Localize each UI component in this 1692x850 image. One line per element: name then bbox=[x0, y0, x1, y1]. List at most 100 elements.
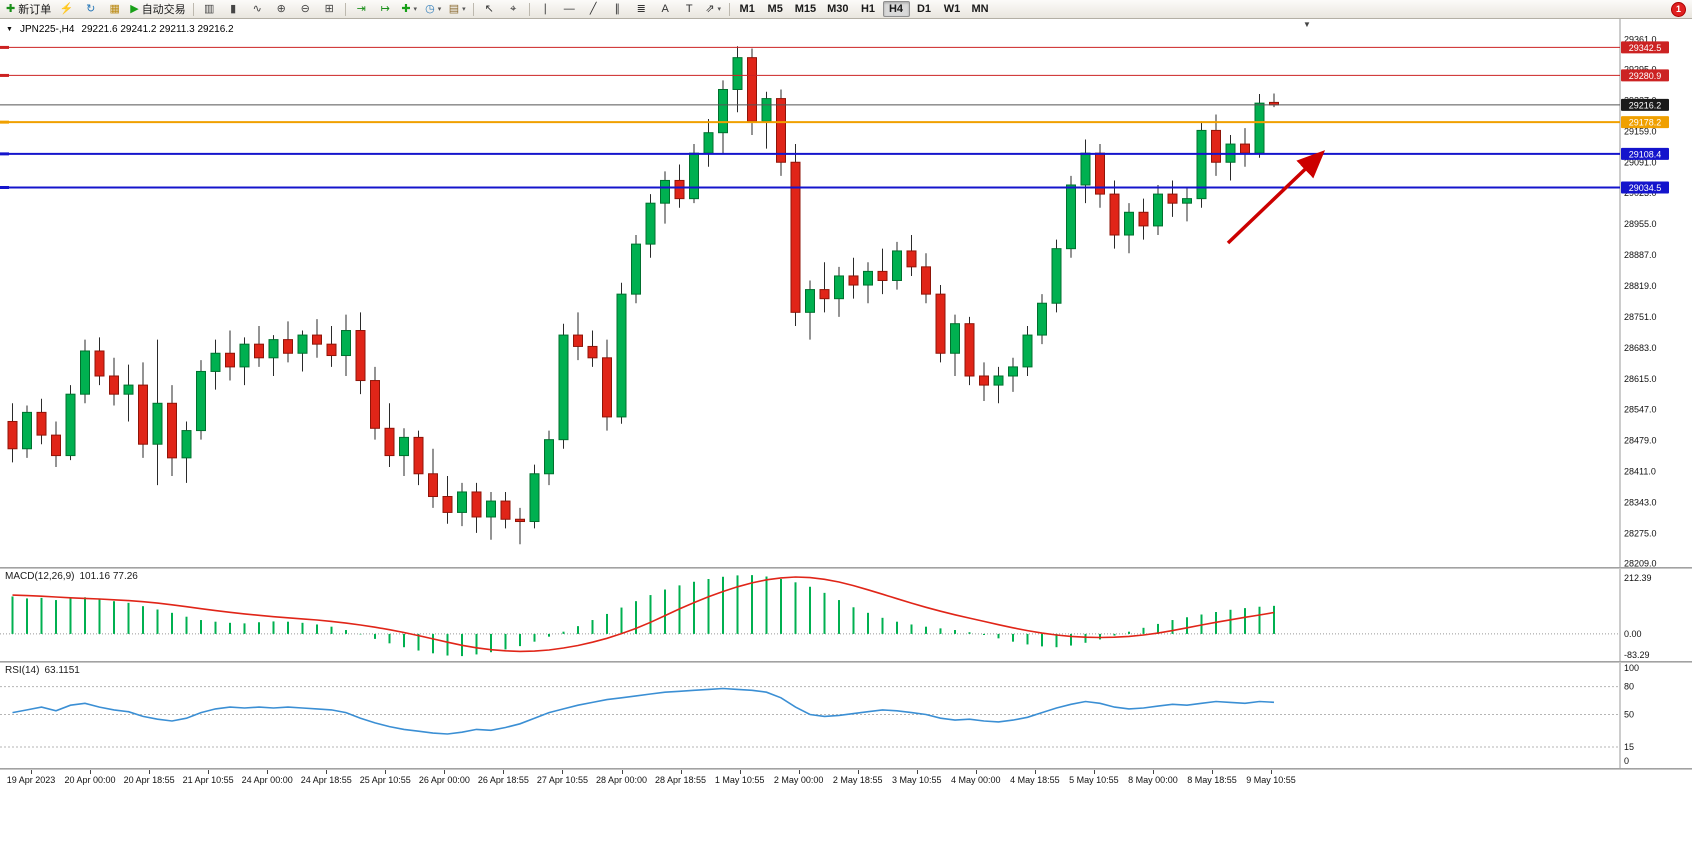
fibonacci-icon[interactable]: ≣ bbox=[630, 1, 653, 17]
time-tick bbox=[739, 770, 741, 774]
arrows-icon-caret: ▾ bbox=[717, 6, 722, 13]
time-tick bbox=[385, 770, 387, 774]
time-tick bbox=[1152, 770, 1154, 774]
crosshair-icon: ⌖ bbox=[510, 2, 517, 15]
timeframe-m15-button[interactable]: M15 bbox=[790, 1, 821, 17]
timeframe-d1-button[interactable]: D1 bbox=[911, 1, 938, 17]
time-axis[interactable]: 19 Apr 2023 20 Apr 00:00 20 Apr 18:55 21 Ap… bbox=[0, 770, 1692, 788]
templates-icon[interactable]: ▤ ▾ bbox=[446, 1, 469, 17]
time-label: 20 Apr 00:00 bbox=[64, 775, 116, 785]
line-chart-icon[interactable]: ∿ bbox=[246, 1, 269, 17]
timeframe-h4-button[interactable]: H4 bbox=[882, 1, 910, 17]
chart-menu-icon[interactable]: ▼ bbox=[6, 26, 13, 33]
time-label: 26 Apr 18:55 bbox=[477, 775, 529, 785]
timeframe-m5-button[interactable]: M5 bbox=[762, 1, 789, 17]
chart-shift-icon: ↦ bbox=[380, 2, 390, 15]
quick-trade-icon: ⚡ bbox=[59, 2, 74, 15]
price-badges: 29342.5 29280.9 29216.2 29178.2 29108.4 29034… bbox=[1621, 41, 1669, 194]
new-order-button[interactable]: ✚ 新订单 bbox=[3, 1, 54, 17]
candlestick-chart-icon: ▮ bbox=[230, 2, 237, 15]
tile-windows-icon[interactable]: ⊞ bbox=[318, 1, 341, 17]
svg-text:29178.2: 29178.2 bbox=[1629, 118, 1662, 128]
svg-text:29216.2: 29216.2 bbox=[1629, 100, 1662, 110]
channel-icon[interactable]: ∥ bbox=[606, 1, 629, 17]
vertical-line-icon[interactable]: ∣ bbox=[534, 1, 557, 17]
time-tick bbox=[1034, 770, 1036, 774]
time-label: 26 Apr 00:00 bbox=[418, 775, 470, 785]
time-label: 5 May 10:55 bbox=[1069, 775, 1119, 785]
timeframe-h1-button[interactable]: H1 bbox=[855, 1, 882, 17]
main-chart-panel[interactable]: 29361.029295.029227.029159.029091.029023… bbox=[0, 19, 1692, 567]
text-icon[interactable]: A bbox=[654, 1, 677, 17]
macd-axis[interactable]: 212.39 0.00 -83.29 bbox=[1624, 573, 1652, 660]
refresh-icon: ↻ bbox=[86, 2, 96, 15]
svg-text:-83.29: -83.29 bbox=[1624, 650, 1650, 660]
timeframe-m5-button-label: M5 bbox=[767, 3, 783, 15]
auto-scroll-icon[interactable]: ⇥ bbox=[350, 1, 373, 17]
panel-divider-macd-rsi[interactable] bbox=[0, 661, 1692, 663]
svg-text:29108.4: 29108.4 bbox=[1629, 149, 1662, 159]
timeframe-m1-button[interactable]: M1 bbox=[734, 1, 761, 17]
cursor-icon[interactable]: ↖ bbox=[478, 1, 501, 17]
toolbar-separator bbox=[472, 2, 474, 16]
periods-icon-caret: ▾ bbox=[437, 6, 442, 13]
timeframe-w1-button[interactable]: W1 bbox=[939, 1, 966, 17]
channel-icon: ∥ bbox=[614, 2, 620, 15]
time-tick bbox=[680, 770, 682, 774]
svg-text:29342.5: 29342.5 bbox=[1629, 43, 1662, 53]
new-chart-icon: ▦ bbox=[109, 2, 120, 15]
svg-text:28547.0: 28547.0 bbox=[1624, 405, 1657, 415]
new-chart-icon[interactable]: ▦ bbox=[103, 1, 126, 17]
text-label-icon[interactable]: T bbox=[678, 1, 701, 17]
quick-trade-icon[interactable]: ⚡ bbox=[55, 1, 78, 17]
auto-trading-button[interactable]: ▶ 自动交易 bbox=[127, 1, 188, 17]
trend-arrow-annotation[interactable] bbox=[1226, 150, 1326, 245]
svg-text:28955.0: 28955.0 bbox=[1624, 219, 1657, 229]
timeframe-mn-button[interactable]: MN bbox=[967, 1, 994, 17]
trendline-icon[interactable]: ╱ bbox=[582, 1, 605, 17]
svg-text:29034.5: 29034.5 bbox=[1629, 183, 1662, 193]
zoom-in-icon[interactable]: ⊕ bbox=[270, 1, 293, 17]
zoom-out-icon[interactable]: ⊖ bbox=[294, 1, 317, 17]
bottom-area bbox=[0, 788, 1692, 850]
price-axis[interactable]: 29361.029295.029227.029159.029091.029023… bbox=[1624, 35, 1657, 567]
chart-shift-icon[interactable]: ↦ bbox=[374, 1, 397, 17]
svg-text:28275.0: 28275.0 bbox=[1624, 528, 1657, 538]
time-tick bbox=[503, 770, 505, 774]
arrows-icon[interactable]: ⇗ ▾ bbox=[702, 1, 725, 17]
time-label: 28 Apr 00:00 bbox=[595, 775, 648, 785]
level-lines[interactable] bbox=[0, 45, 1620, 189]
rsi-axis[interactable]: 100 80 50 15 0 bbox=[1624, 663, 1639, 766]
macd-panel[interactable]: 212.39 0.00 -83.29 MACD(12,26,9) 101.16 77.… bbox=[0, 569, 1692, 661]
svg-text:0.00: 0.00 bbox=[1624, 629, 1642, 639]
svg-text:28615.0: 28615.0 bbox=[1624, 374, 1657, 384]
time-tick bbox=[798, 770, 800, 774]
zoom-out-icon: ⊖ bbox=[300, 2, 310, 15]
svg-text:29280.9: 29280.9 bbox=[1629, 71, 1662, 81]
refresh-icon[interactable]: ↻ bbox=[79, 1, 102, 17]
svg-text:28343.0: 28343.0 bbox=[1624, 497, 1657, 507]
crosshair-icon[interactable]: ⌖ bbox=[502, 1, 525, 17]
line-chart-icon: ∿ bbox=[252, 2, 262, 15]
indicators-icon[interactable]: ✚ ▾ bbox=[398, 1, 421, 17]
time-tick bbox=[208, 770, 210, 774]
chart-shift-marker-icon[interactable]: ▼ bbox=[1303, 20, 1311, 29]
time-tick bbox=[916, 770, 918, 774]
timeframe-m30-button-label: M30 bbox=[827, 3, 849, 15]
bars-chart-icon[interactable]: ▥ bbox=[198, 1, 221, 17]
text-icon: A bbox=[661, 2, 669, 15]
periods-icon[interactable]: ◷ ▾ bbox=[422, 1, 445, 17]
candlestick-chart-icon[interactable]: ▮ bbox=[222, 1, 245, 17]
time-label: 25 Apr 10:55 bbox=[359, 775, 411, 785]
cursor-icon: ↖ bbox=[484, 2, 494, 15]
horizontal-line-icon[interactable]: ― bbox=[558, 1, 581, 17]
notification-badge[interactable]: 1 bbox=[1671, 1, 1686, 17]
timeframe-m30-button[interactable]: M30 bbox=[822, 1, 853, 17]
time-tick bbox=[1271, 770, 1273, 774]
timeframe-mn-button-label: MN bbox=[971, 3, 989, 15]
rsi-panel[interactable]: 100 80 50 15 0 RSI(14) 63.1151 bbox=[0, 663, 1692, 768]
panel-divider-rsi-time[interactable] bbox=[0, 768, 1692, 770]
new-order-icon: ✚ bbox=[6, 2, 16, 15]
panel-divider-main-macd[interactable] bbox=[0, 567, 1692, 569]
